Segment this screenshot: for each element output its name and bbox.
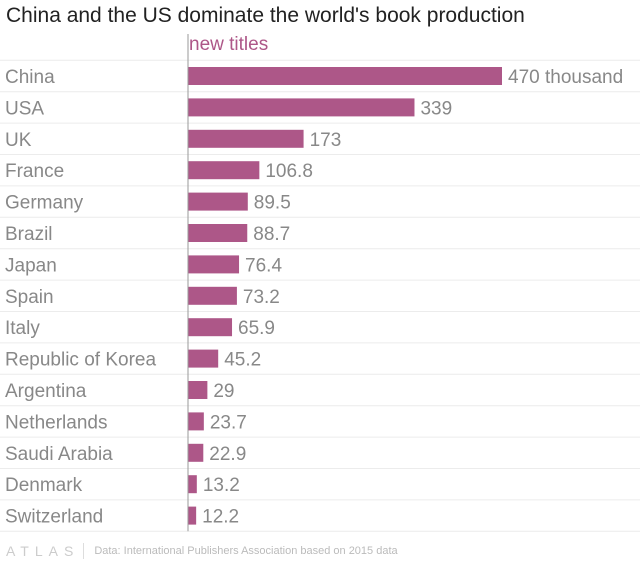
- value-label: 23.7: [210, 412, 247, 433]
- atlas-logo: ATLAS: [6, 543, 80, 559]
- bar: [188, 255, 240, 274]
- category-label: China: [5, 67, 55, 88]
- category-label: UK: [5, 130, 32, 151]
- bar: [188, 443, 204, 462]
- bar: [188, 98, 415, 117]
- series-label: new titles: [189, 34, 269, 55]
- category-label: France: [5, 161, 64, 182]
- category-label: Republic of Korea: [5, 350, 156, 371]
- category-label: Germany: [5, 193, 84, 214]
- bar-chart: China 470 thousand USA 339 UK 173 France 106.8 G…: [0, 34, 640, 532]
- bar: [188, 475, 197, 494]
- value-label: 106.8: [265, 161, 313, 182]
- value-label: 76.4: [245, 255, 282, 276]
- category-label: USA: [5, 98, 44, 119]
- value-label: 65.9: [238, 318, 275, 339]
- category-label: Brazil: [5, 224, 53, 245]
- category-label: Italy: [5, 318, 40, 339]
- footer-divider: [83, 543, 85, 559]
- value-label: 339: [420, 98, 452, 119]
- value-label: 12.2: [202, 507, 239, 528]
- bar: [188, 129, 304, 148]
- category-label: Saudi Arabia: [5, 444, 113, 465]
- value-label: 22.9: [209, 444, 246, 465]
- category-label: Japan: [5, 255, 57, 276]
- value-label: 89.5: [254, 193, 291, 214]
- bar: [188, 412, 204, 431]
- value-label: 73.2: [243, 287, 280, 308]
- footer: ATLAS Data: International Publishers Ass…: [6, 543, 398, 559]
- category-label: Spain: [5, 287, 54, 308]
- bar: [188, 349, 219, 368]
- value-label: 470 thousand: [508, 67, 623, 88]
- bar: [188, 161, 260, 180]
- category-label: Denmark: [5, 475, 83, 496]
- value-label: 45.2: [224, 350, 261, 371]
- value-label: 29: [213, 381, 234, 402]
- bar: [188, 381, 208, 399]
- bar: [188, 318, 233, 337]
- bar: [188, 506, 197, 525]
- bar: [188, 224, 248, 242]
- bar: [188, 286, 237, 305]
- chart-title: China and the US dominate the world's bo…: [6, 4, 525, 27]
- value-label: 88.7: [253, 224, 290, 245]
- category-label: Switzerland: [5, 507, 103, 528]
- bar: [188, 192, 248, 211]
- value-label: 173: [310, 130, 342, 151]
- category-label: Argentina: [5, 381, 87, 402]
- bar: [188, 67, 502, 85]
- category-label: Netherlands: [5, 412, 107, 433]
- source-note: Data: International Publishers Associati…: [94, 545, 398, 557]
- value-label: 13.2: [203, 475, 240, 496]
